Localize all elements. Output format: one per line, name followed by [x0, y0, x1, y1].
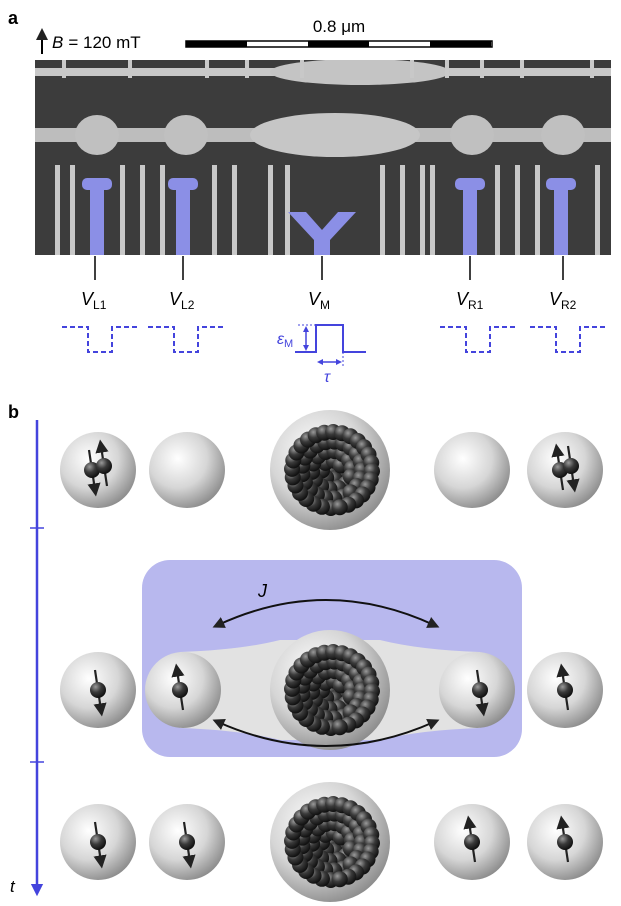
- finger: [55, 165, 60, 255]
- gate-label-sub: R1: [468, 298, 484, 312]
- scale-label: 0.8 μm: [313, 17, 365, 36]
- finger: [590, 60, 594, 78]
- gate-label: VR2: [549, 289, 577, 312]
- gate-label: VL2: [169, 289, 195, 312]
- finger: [232, 165, 237, 255]
- gate: [176, 180, 190, 255]
- gate: [463, 180, 477, 255]
- electron: [472, 682, 488, 698]
- scale-bar: [185, 40, 493, 48]
- finger: [420, 165, 425, 255]
- electron: [179, 834, 195, 850]
- finger: [62, 60, 66, 78]
- dot: [434, 432, 510, 508]
- gate-label-sub: M: [320, 298, 330, 312]
- time-label: t: [10, 877, 16, 896]
- pulse: [530, 326, 608, 353]
- finger: [445, 60, 449, 78]
- gate-label-main: V: [549, 289, 563, 309]
- gate-label-main: V: [308, 289, 322, 309]
- gate: [82, 178, 112, 190]
- finger: [205, 60, 209, 78]
- finger: [120, 165, 125, 255]
- finger: [595, 165, 600, 255]
- electron: [90, 834, 106, 850]
- coupling-arrow: [212, 599, 440, 628]
- gate-label: VM: [308, 289, 330, 312]
- gate-label-sub: R2: [561, 298, 577, 312]
- electron: [557, 682, 573, 698]
- finger: [515, 165, 520, 255]
- gate: [90, 180, 104, 255]
- finger: [495, 165, 500, 255]
- gate-label-sub: L1: [93, 298, 107, 312]
- pulse: [148, 326, 226, 353]
- dot: [149, 432, 225, 508]
- pulse: [440, 326, 518, 353]
- gate-label: VR1: [456, 289, 484, 312]
- electron: [331, 499, 348, 516]
- electron: [464, 834, 480, 850]
- sem-image: [35, 60, 611, 255]
- finger: [535, 165, 540, 255]
- electron: [96, 458, 112, 474]
- coupling-arrow: [212, 718, 440, 747]
- electron: [172, 682, 188, 698]
- gate-label: VL1: [81, 289, 107, 312]
- electron: [557, 834, 573, 850]
- gate: [554, 180, 568, 255]
- electron: [331, 719, 348, 736]
- gate: [455, 178, 485, 190]
- field-label: B = 120 mT: [52, 33, 141, 52]
- pulse: [62, 326, 140, 353]
- finger: [140, 165, 145, 255]
- amplitude-sub: M: [284, 338, 293, 350]
- finger: [380, 165, 385, 255]
- finger: [268, 165, 273, 255]
- finger: [430, 165, 435, 255]
- gate-label-sub: L2: [181, 298, 195, 312]
- gate: [168, 178, 198, 190]
- electron: [331, 871, 348, 888]
- finger: [212, 165, 217, 255]
- finger: [160, 165, 165, 255]
- finger: [410, 60, 414, 78]
- finger: [400, 165, 405, 255]
- finger: [300, 60, 304, 78]
- gate: [288, 212, 356, 255]
- amplitude-label: εM: [277, 331, 293, 350]
- finger: [245, 60, 249, 78]
- finger: [520, 60, 524, 78]
- panel-label: a: [8, 8, 19, 28]
- coupling-label: J: [257, 581, 268, 601]
- electron: [563, 458, 579, 474]
- finger: [128, 60, 132, 78]
- finger: [285, 165, 290, 255]
- amplitude-main: ε: [277, 331, 285, 348]
- panel-label: b: [8, 402, 19, 422]
- gate-label-main: V: [456, 289, 470, 309]
- gate-label-main: V: [169, 289, 183, 309]
- pulse: [295, 324, 366, 353]
- duration-label: τ: [324, 369, 331, 386]
- gate-label-main: V: [81, 289, 95, 309]
- finger: [480, 60, 484, 78]
- quantum-dots: [60, 410, 603, 902]
- gate: [546, 178, 576, 190]
- electron: [90, 682, 106, 698]
- finger: [70, 165, 75, 255]
